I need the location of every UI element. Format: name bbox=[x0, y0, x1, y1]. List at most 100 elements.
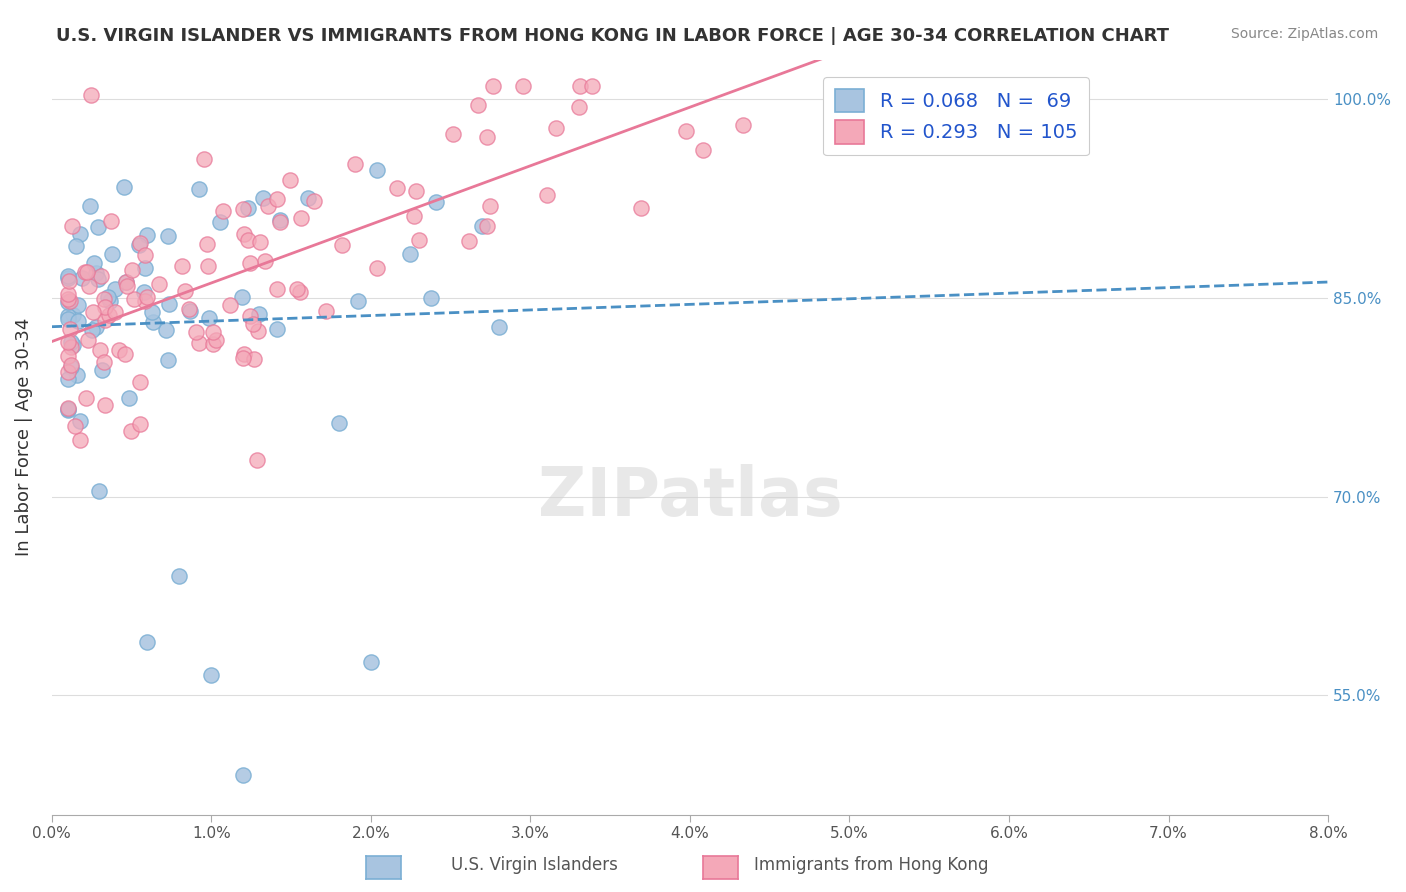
Point bbox=[278, 173, 301, 187]
Point bbox=[75, 391, 97, 405]
Point bbox=[569, 79, 592, 94]
Point bbox=[62, 308, 84, 322]
Point bbox=[187, 182, 209, 196]
Point bbox=[733, 118, 755, 132]
Point bbox=[347, 293, 370, 308]
Point bbox=[157, 297, 180, 311]
Point bbox=[232, 227, 254, 241]
Point bbox=[269, 213, 291, 227]
Point bbox=[398, 246, 420, 260]
Point bbox=[135, 228, 157, 243]
Point bbox=[420, 292, 443, 306]
Point bbox=[478, 199, 501, 213]
Point bbox=[232, 768, 254, 782]
Point bbox=[290, 211, 312, 226]
Point bbox=[60, 219, 83, 233]
Point bbox=[70, 270, 93, 285]
Point bbox=[247, 307, 270, 321]
Point bbox=[56, 294, 79, 309]
Point bbox=[94, 313, 117, 327]
Legend: R = 0.068   N =  69, R = 0.293   N = 105: R = 0.068 N = 69, R = 0.293 N = 105 bbox=[823, 77, 1088, 155]
Point bbox=[56, 349, 79, 363]
Point bbox=[121, 262, 143, 277]
Point bbox=[328, 416, 350, 430]
Point bbox=[83, 256, 105, 270]
Point bbox=[84, 266, 107, 280]
Point bbox=[231, 290, 253, 304]
Point bbox=[136, 635, 159, 649]
Point bbox=[136, 290, 159, 304]
Point bbox=[692, 143, 714, 157]
Point bbox=[128, 236, 150, 251]
Point bbox=[100, 213, 122, 227]
Point bbox=[458, 234, 481, 248]
Point bbox=[66, 368, 89, 383]
Point bbox=[56, 270, 79, 285]
Point bbox=[630, 201, 652, 215]
Point bbox=[471, 219, 494, 234]
Point bbox=[443, 127, 465, 141]
Point bbox=[197, 259, 219, 273]
Point bbox=[195, 237, 218, 252]
Point bbox=[56, 401, 79, 415]
Point bbox=[232, 351, 254, 365]
Point bbox=[56, 268, 79, 283]
Point bbox=[134, 261, 156, 276]
Point bbox=[269, 215, 291, 229]
Point bbox=[205, 333, 228, 347]
Point bbox=[60, 335, 83, 350]
Point bbox=[405, 184, 427, 198]
Point bbox=[247, 324, 270, 338]
Point bbox=[408, 234, 430, 248]
Point bbox=[114, 347, 136, 361]
Point bbox=[201, 336, 224, 351]
Point bbox=[129, 417, 152, 431]
Point bbox=[104, 305, 127, 319]
Point bbox=[59, 294, 82, 309]
Point bbox=[157, 229, 180, 244]
Point bbox=[200, 668, 222, 682]
Point bbox=[198, 310, 221, 325]
Point bbox=[425, 195, 447, 210]
Point bbox=[246, 453, 269, 467]
Point bbox=[94, 398, 117, 412]
Point bbox=[169, 569, 191, 583]
Text: U.S. Virgin Islanders: U.S. Virgin Islanders bbox=[451, 856, 617, 874]
Point bbox=[236, 201, 259, 215]
Point bbox=[56, 312, 79, 326]
Point bbox=[179, 302, 201, 317]
Point bbox=[66, 314, 89, 328]
Point bbox=[360, 655, 382, 669]
Point bbox=[69, 433, 91, 447]
Point bbox=[330, 237, 353, 252]
Point bbox=[122, 292, 145, 306]
Point bbox=[90, 268, 112, 283]
Point bbox=[56, 365, 79, 379]
Point bbox=[63, 419, 86, 434]
Point bbox=[69, 414, 91, 428]
Point bbox=[304, 194, 326, 208]
Point bbox=[402, 210, 425, 224]
Point bbox=[186, 325, 208, 339]
Point bbox=[512, 79, 534, 94]
Point bbox=[257, 199, 280, 213]
Point bbox=[77, 278, 100, 293]
Point bbox=[366, 163, 388, 178]
Point bbox=[56, 402, 79, 417]
Point bbox=[475, 129, 498, 144]
Point bbox=[249, 235, 271, 249]
Point bbox=[56, 286, 79, 301]
Point bbox=[546, 121, 568, 136]
Y-axis label: In Labor Force | Age 30-34: In Labor Force | Age 30-34 bbox=[15, 318, 32, 557]
Point bbox=[66, 298, 89, 312]
Point bbox=[56, 334, 79, 349]
Point bbox=[148, 277, 170, 292]
Point bbox=[103, 282, 125, 296]
Point bbox=[132, 285, 155, 300]
Point bbox=[120, 425, 142, 439]
Point bbox=[266, 282, 288, 296]
Point bbox=[343, 157, 366, 171]
Point bbox=[193, 152, 215, 166]
Point bbox=[75, 265, 97, 279]
Point bbox=[134, 248, 156, 262]
